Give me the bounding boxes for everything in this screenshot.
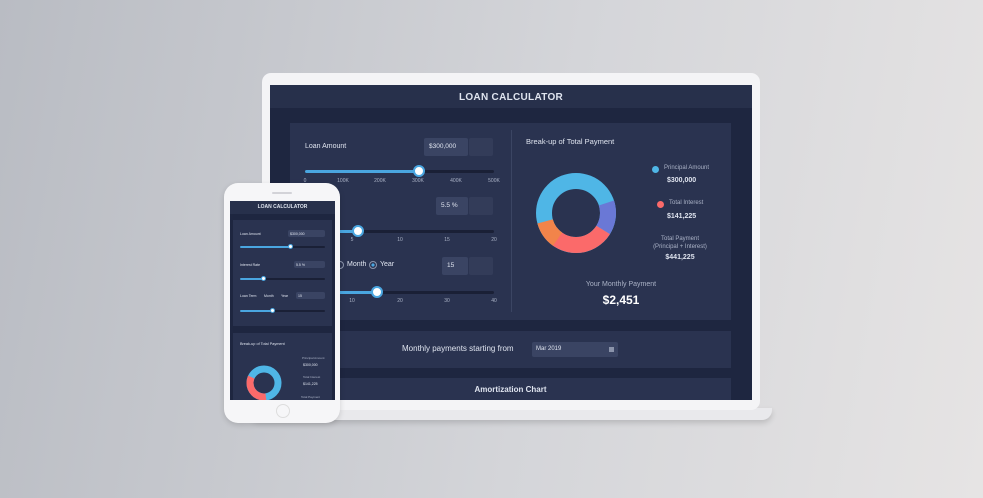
interest-total: $141,225 xyxy=(667,213,697,220)
total-label: Total Payment xyxy=(660,236,700,242)
slider-fill xyxy=(240,310,272,312)
slider-knob[interactable] xyxy=(413,165,425,177)
slider-fill xyxy=(240,246,291,248)
slider-tick: 400K xyxy=(450,178,462,184)
slider-tick: 100K xyxy=(337,178,349,184)
term-input[interactable] xyxy=(442,257,468,275)
term-input[interactable] xyxy=(296,292,325,299)
total-label: Total Payment xyxy=(301,395,321,399)
slider-tick: 30 xyxy=(444,298,450,304)
loan-amount-label: Loan Amount xyxy=(240,232,261,236)
principal-value: $300,000 xyxy=(667,177,697,184)
total-note: (Principal + Interest) xyxy=(653,244,707,250)
slider-tick: 500K xyxy=(488,178,500,184)
laptop-screen: LOAN CALCULATOR Loan Amount $300,000 0 1… xyxy=(270,85,752,400)
year-option: Year xyxy=(380,261,395,268)
slider-tick: 5 xyxy=(350,237,354,243)
loan-amount-value: $300,000 xyxy=(290,232,305,236)
start-panel xyxy=(290,331,731,368)
stepper[interactable] xyxy=(469,257,493,275)
amortization-panel xyxy=(290,378,731,400)
slider-track[interactable] xyxy=(305,291,494,294)
donut xyxy=(536,173,616,253)
principal-label: Principal Amount xyxy=(664,165,710,171)
donut-segment xyxy=(536,173,616,253)
loan-amount-input[interactable] xyxy=(424,138,468,156)
principal-label: Principal Amount xyxy=(302,356,325,360)
slider-tick: 20 xyxy=(491,237,497,243)
slider-fill xyxy=(240,278,263,280)
slider-knob[interactable] xyxy=(270,308,275,313)
laptop-base xyxy=(250,408,772,420)
phone-button[interactable] xyxy=(276,404,290,418)
header xyxy=(230,201,335,214)
slider-knob[interactable] xyxy=(352,225,364,237)
loan-amount-value: $300,000 xyxy=(429,143,457,150)
stepper[interactable] xyxy=(469,138,493,156)
term-value: 15 xyxy=(298,294,302,298)
term-label: Loan Term xyxy=(240,294,257,298)
interest-label: Total Interest xyxy=(669,200,704,206)
slider-tick: 0 xyxy=(303,178,307,184)
slider-knob[interactable] xyxy=(371,286,383,298)
app-title: LOAN CALCULATOR xyxy=(458,92,564,103)
donut-segment xyxy=(246,365,282,400)
interest-input[interactable] xyxy=(436,197,468,215)
slider-fill xyxy=(305,291,376,294)
slider-knob[interactable] xyxy=(261,276,266,281)
legend-dot xyxy=(657,201,664,208)
monthly-value: $2,451 xyxy=(602,293,640,307)
year-option: Year xyxy=(281,294,289,298)
slider-tick: 200K xyxy=(374,178,386,184)
interest-label: Interest Rate xyxy=(240,263,261,267)
monthly-label: Your Monthly Payment xyxy=(585,281,657,288)
slider-tick: 10 xyxy=(349,298,355,304)
slider-track[interactable] xyxy=(305,230,494,233)
donut xyxy=(246,365,282,400)
calendar-icon[interactable] xyxy=(609,347,614,352)
date-input[interactable] xyxy=(532,342,618,357)
stepper[interactable] xyxy=(469,197,493,215)
principal-value: $300,000 xyxy=(303,363,318,367)
interest-value: 5.5 % xyxy=(296,263,305,267)
app-title: LOAN CALCULATOR xyxy=(257,204,308,210)
phone-screen: LOAN CALCULATOR Loan Amount $300,000 Int… xyxy=(230,201,335,400)
breakup-title: Break-up of Total Payment xyxy=(526,137,615,146)
legend-dot xyxy=(652,166,659,173)
input-panel xyxy=(290,123,731,320)
phone-speaker xyxy=(272,192,292,194)
interest-input[interactable] xyxy=(294,261,325,268)
radio[interactable] xyxy=(369,261,377,269)
slider-tick: 300K xyxy=(412,178,424,184)
divider xyxy=(511,130,512,312)
month-option: Month xyxy=(347,261,367,268)
slider-fill xyxy=(305,170,418,173)
slider-track[interactable] xyxy=(240,278,325,280)
slider-tick: 40 xyxy=(491,298,497,304)
slider-tick: 10 xyxy=(397,237,403,243)
month-option: Month xyxy=(264,294,274,298)
slider-tick: 20 xyxy=(397,298,403,304)
date-value: Mar 2019 xyxy=(536,346,562,352)
total-value: $441,225 xyxy=(665,254,695,261)
start-label: Monthly payments starting from xyxy=(402,344,514,353)
slider-tick: 15 xyxy=(444,237,450,243)
loan-amount-input[interactable] xyxy=(288,230,325,237)
loan-amount-label: Loan Amount xyxy=(305,143,347,150)
interest-value: 5.5 % xyxy=(441,202,458,209)
interest-total: $141,225 xyxy=(303,382,318,386)
header xyxy=(270,85,752,108)
slider-knob[interactable] xyxy=(288,244,293,249)
amortization-title: Amortization Chart xyxy=(474,385,547,394)
term-value: 15 xyxy=(447,262,455,269)
input-panel xyxy=(233,220,332,326)
breakup-title: Break-up of Total Payment xyxy=(240,342,285,346)
interest-total-label: Total Interest xyxy=(303,375,321,379)
donut-segment xyxy=(536,173,616,253)
slider-track[interactable] xyxy=(240,310,325,312)
